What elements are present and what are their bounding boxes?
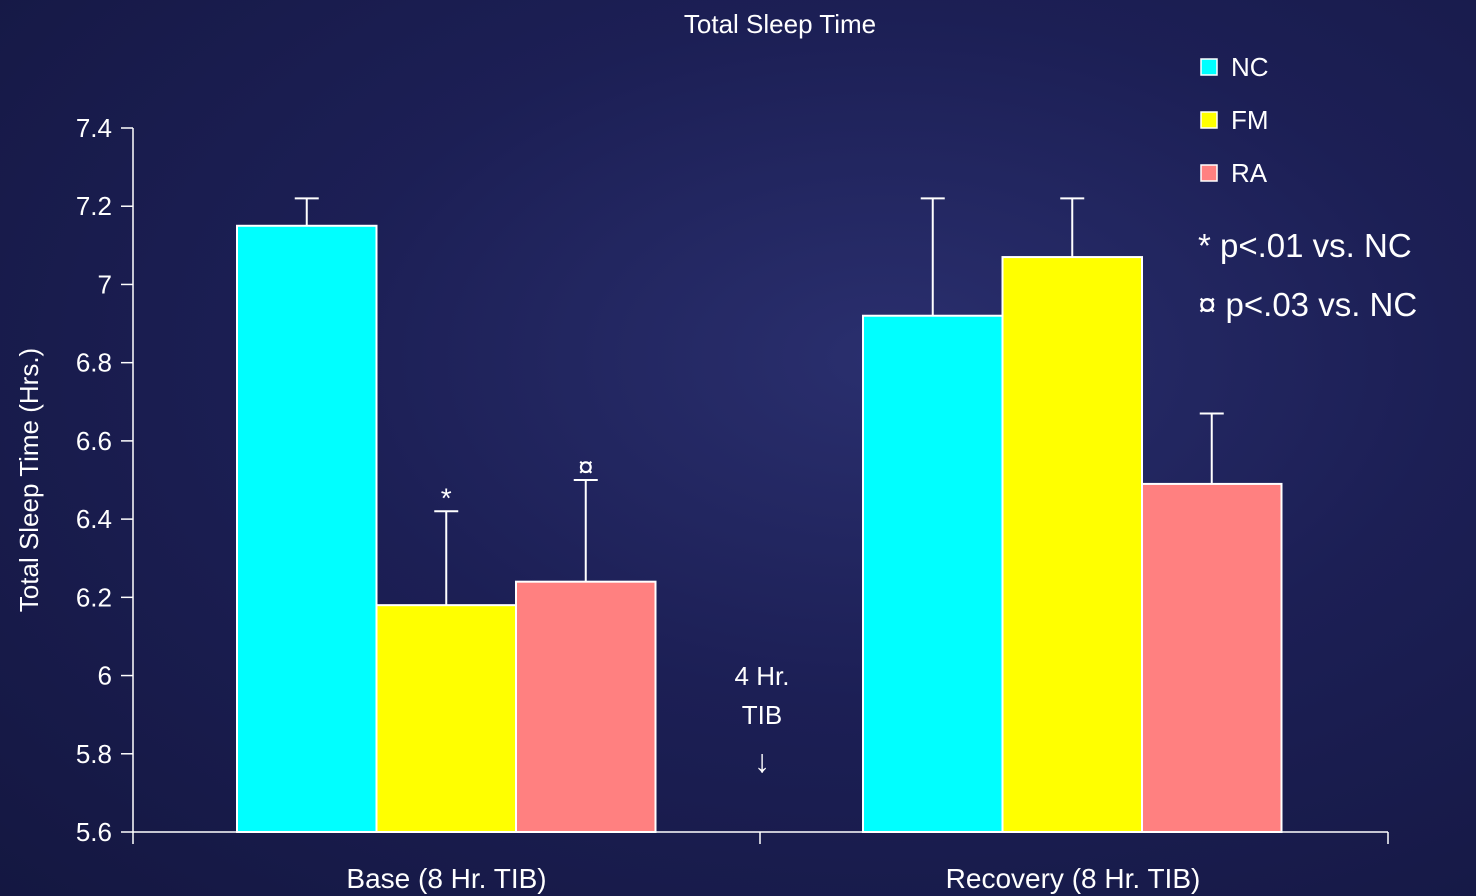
- y-tick-label: 6: [98, 661, 112, 691]
- y-axis-label: Total Sleep Time (Hrs.): [14, 348, 44, 612]
- y-tick-label: 7.2: [76, 191, 112, 221]
- tib-annotation-line1: 4 Hr.: [735, 661, 790, 691]
- bar-fm: [375, 604, 517, 834]
- down-arrow-icon: ↓: [754, 743, 770, 779]
- tib-annotation-line2: TIB: [742, 700, 782, 730]
- bars: *¤: [236, 197, 1283, 834]
- y-tick-label: 5.8: [76, 739, 112, 769]
- legend-swatch-nc: [1200, 58, 1218, 76]
- legend: NC FM RA: [1200, 52, 1269, 188]
- y-tick-label: 6.8: [76, 348, 112, 378]
- legend-swatch-ra: [1200, 164, 1218, 182]
- significance-note-2: ¤ p<.03 vs. NC: [1198, 286, 1417, 323]
- y-tick-label: 7: [98, 269, 112, 299]
- significance-note-1: * p<.01 vs. NC: [1198, 227, 1412, 264]
- x-tick-label: Recovery (8 Hr. TIB): [946, 863, 1201, 894]
- y-tick-label: 6.2: [76, 582, 112, 612]
- legend-label: FM: [1231, 105, 1269, 135]
- bar-nc: [862, 314, 1004, 833]
- legend-label: RA: [1231, 158, 1268, 188]
- y-tick-label: 6.6: [76, 426, 112, 456]
- x-tick-label: Base (8 Hr. TIB): [346, 863, 546, 894]
- bar-nc: [236, 224, 378, 833]
- y-ticks: 7.4 7.2 7 6.8 6.6 6.4 6.2 6 5.8 5.6: [76, 113, 133, 847]
- bar-fm: [1001, 256, 1143, 834]
- y-tick-label: 7.4: [76, 113, 112, 143]
- y-tick-label: 5.6: [76, 817, 112, 847]
- bar-ra: [1141, 482, 1283, 833]
- x-tick-labels: Base (8 Hr. TIB) Recovery (8 Hr. TIB): [346, 863, 1200, 894]
- chart-title: Total Sleep Time: [684, 9, 876, 39]
- significance-marker: ¤: [578, 451, 594, 482]
- legend-swatch-fm: [1200, 111, 1218, 129]
- y-tick-label: 6.4: [76, 504, 112, 534]
- bar-ra: [515, 580, 657, 834]
- significance-marker: *: [441, 482, 452, 513]
- legend-label: NC: [1231, 52, 1269, 82]
